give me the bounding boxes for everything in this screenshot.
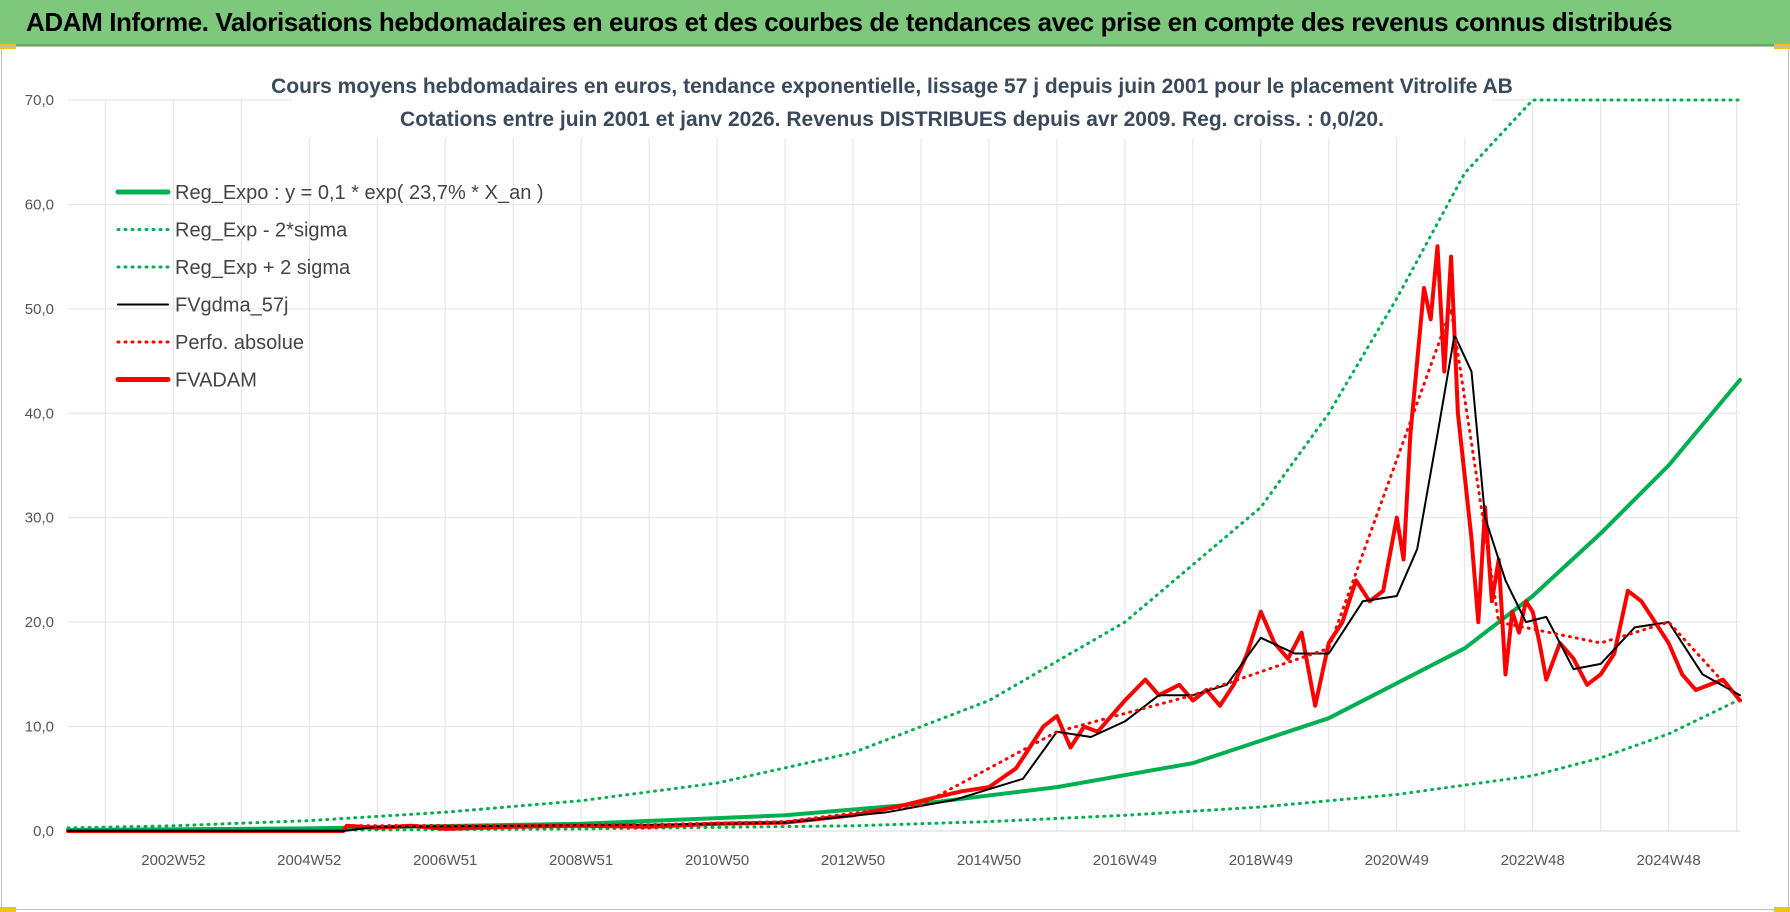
legend-label: Perfo. absolue: [175, 332, 304, 354]
y-tick-label: 20,0: [25, 614, 54, 631]
series-line-5: [66, 244, 1742, 833]
y-tick-label: 40,0: [25, 405, 54, 422]
legend-label: Reg_Expo : y = 0,1 * exp( 23,7% * X_an ): [175, 182, 544, 204]
report-banner: ADAM Informe. Valorisations hebdomadaire…: [0, 0, 1790, 46]
x-tick-label: 2022W48: [1501, 852, 1565, 869]
legend-label: Reg_Exp - 2*sigma: [175, 220, 348, 242]
title-background: [292, 68, 1492, 138]
chart-series: [66, 98, 1742, 833]
series-line-1: [66, 697, 1742, 833]
y-tick-label: 60,0: [25, 196, 54, 213]
y-tick-label: 0,0: [33, 823, 54, 840]
gridlines: [68, 99, 1740, 832]
x-tick-label: 2014W50: [957, 852, 1021, 869]
chart-title-box: Cours moyens hebdomadaires en euros, ten…: [271, 68, 1513, 138]
legend-label: Reg_Exp + 2 sigma: [175, 257, 351, 279]
x-tick-label: 2020W49: [1365, 852, 1429, 869]
series-line-4: [345, 307, 1742, 828]
y-axis-ticks: 0,0 10,0 20,0 30,0 40,0 50,0 60,0 70,0: [25, 92, 54, 840]
x-tick-label: 2024W48: [1637, 852, 1701, 869]
y-tick-label: 50,0: [25, 301, 54, 318]
chart-title-line-2: Cotations entre juin 2001 et janv 2026. …: [400, 108, 1384, 131]
x-tick-label: 2010W50: [685, 852, 749, 869]
series-line-2: [66, 98, 1742, 830]
x-tick-label: 2012W50: [821, 852, 885, 869]
chart-legend: Reg_Expo : y = 0,1 * exp( 23,7% * X_an )…: [115, 182, 544, 392]
x-tick-label: 2008W51: [549, 852, 613, 869]
report-title: ADAM Informe. Valorisations hebdomadaire…: [26, 7, 1673, 37]
y-tick-label: 10,0: [25, 719, 54, 736]
y-tick-label: 30,0: [25, 510, 54, 527]
x-tick-label: 2018W49: [1229, 852, 1293, 869]
chart-title-line-1: Cours moyens hebdomadaires en euros, ten…: [271, 75, 1513, 98]
series-line-0: [66, 377, 1742, 832]
x-tick-label: 2002W52: [141, 852, 205, 869]
x-tick-label: 2016W49: [1093, 852, 1157, 869]
chart-frame: [1, 46, 1789, 910]
x-tick-label: 2004W52: [277, 852, 341, 869]
x-axis-ticks: 2002W52 2004W52 2006W51 2008W51 2010W50 2012W…: [141, 852, 1701, 869]
legend-label: FVgdma_57j: [175, 295, 288, 317]
y-tick-label: 70,0: [25, 92, 54, 109]
x-tick-label: 2006W51: [413, 852, 477, 869]
legend-label: FVADAM: [175, 370, 257, 392]
